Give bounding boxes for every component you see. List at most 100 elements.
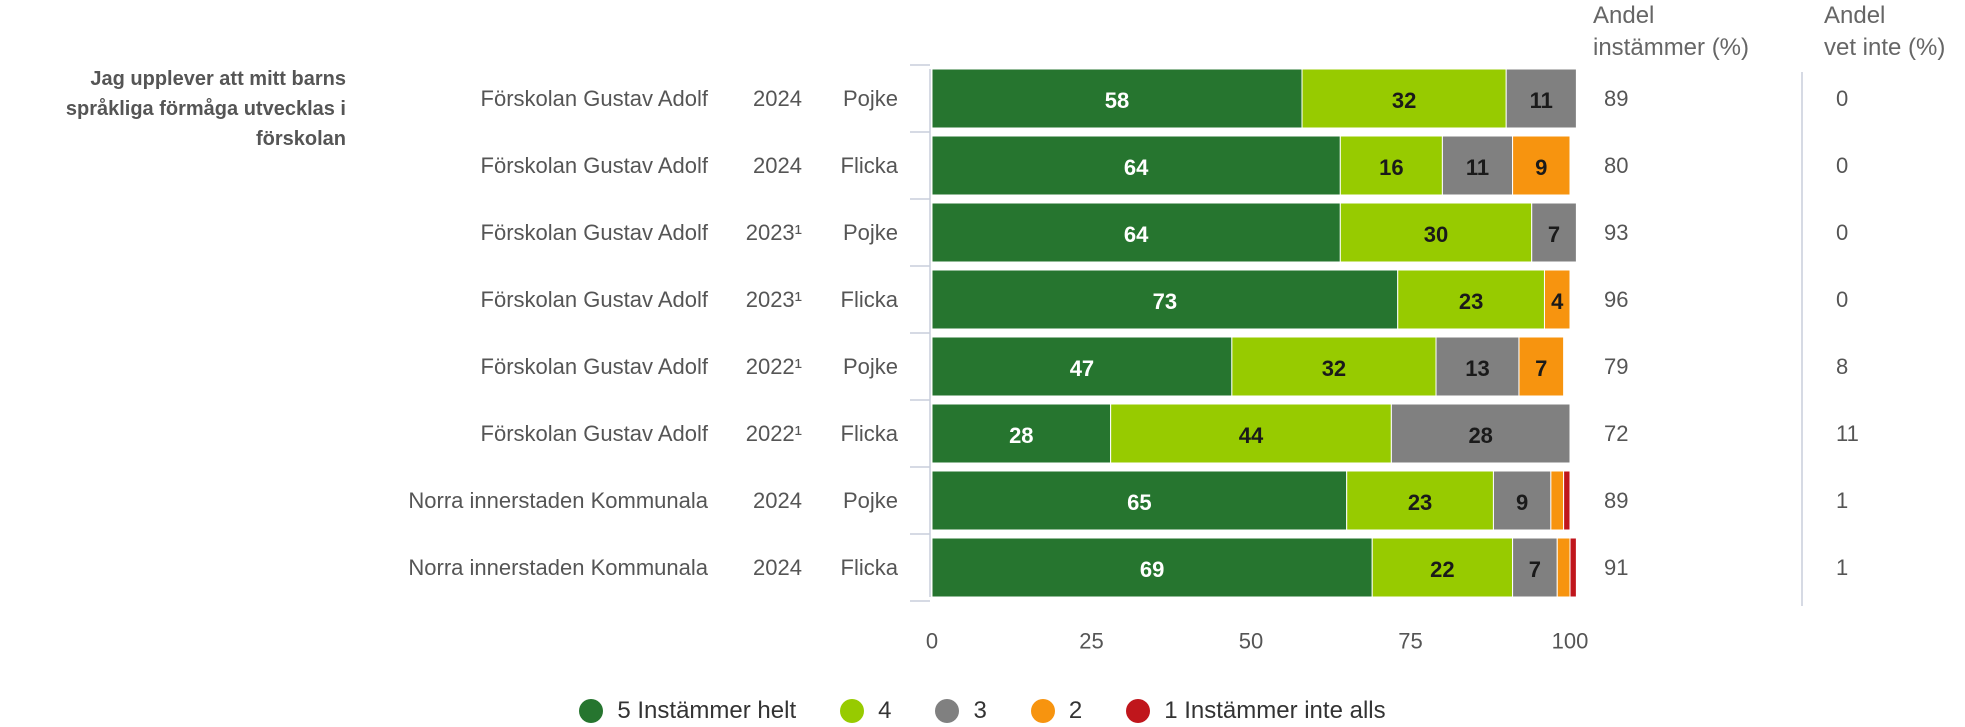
bar-data-label: 9: [1516, 490, 1528, 515]
bar-data-label: 9: [1535, 155, 1547, 180]
row-label-unit: Förskolan Gustav Adolf: [481, 220, 709, 245]
bar-segment: [1492, 470, 1552, 531]
bar-segment: [1110, 403, 1392, 464]
bar-data-label: 22: [1430, 557, 1454, 582]
row-label-year: 2024: [753, 555, 802, 580]
legend-item[interactable]: 3: [935, 697, 987, 725]
bar-data-label: 11: [1530, 88, 1553, 113]
bar-segment: [1339, 202, 1533, 263]
legend-marker: [840, 699, 865, 723]
x-tick-label: 50: [1239, 629, 1263, 654]
row-label-gender: Pojke: [843, 488, 898, 513]
bar-data-label: 7: [1529, 557, 1541, 582]
legend-marker: [1126, 699, 1151, 723]
x-tick-label: 75: [1398, 629, 1422, 654]
bar-data-label: 28: [1468, 423, 1492, 448]
bar-data-label: 23: [1459, 289, 1483, 314]
row-label-gender: Pojke: [843, 86, 898, 111]
bar-segment: [1390, 403, 1571, 464]
row-label-unit: Förskolan Gustav Adolf: [481, 287, 709, 312]
header-andel-instammer: Andel instämmer (%): [1593, 2, 1750, 61]
bar-data-label: 28: [1009, 423, 1033, 448]
row-label-unit: Förskolan Gustav Adolf: [481, 354, 709, 379]
row-label-year: 2024: [753, 86, 802, 111]
legend-item[interactable]: 5 Instämmer helt: [579, 697, 796, 725]
legend-marker: [579, 699, 604, 723]
bar-data-label: 7: [1535, 356, 1547, 381]
row-label-year: 2023¹: [746, 220, 802, 245]
legend-marker: [1030, 699, 1055, 723]
bar-data-label: 64: [1124, 155, 1149, 180]
legend-marker: [935, 699, 960, 723]
row-label-year: 2024: [753, 488, 802, 513]
bar-data-label: 64: [1124, 222, 1149, 247]
bar-data-label: 32: [1322, 356, 1346, 381]
question-label: Jag upplever att mitt barns språkliga fö…: [65, 68, 346, 150]
row-label-unit: Norra innerstaden Kommunala: [408, 555, 708, 580]
andel-instammer-value: 72: [1604, 421, 1628, 446]
bar-segment: [931, 202, 1341, 263]
bar-segment: [1563, 470, 1571, 531]
row-label-year: 2024: [753, 153, 802, 178]
andel-instammer-value: 89: [1604, 488, 1628, 513]
andel-instammer-value: 79: [1604, 354, 1628, 379]
row-label-gender: Pojke: [843, 220, 898, 245]
bar-segment: [1512, 537, 1558, 598]
row-label-year: 2022¹: [746, 354, 802, 379]
bar-data-label: 47: [1070, 356, 1094, 381]
chart-canvas: Förskolan Gustav Adolf 2024 Pojke 58 32 11 89 0…: [408, 64, 1859, 654]
row-label-gender: Flicka: [841, 421, 899, 446]
andel-instammer-value: 89: [1604, 86, 1628, 111]
bar-segment: [1371, 537, 1514, 598]
row-label-gender: Flicka: [841, 555, 899, 580]
bar-data-label: 58: [1105, 88, 1129, 113]
bar-segment: [931, 470, 1348, 531]
header-andel-vet-inte: Andel vet inte (%): [1824, 2, 1946, 61]
bar-data-label: 4: [1551, 289, 1564, 314]
legend-item[interactable]: 1 Instämmer inte alls: [1126, 697, 1386, 725]
andel-vet-inte-value: 1: [1836, 488, 1848, 513]
row-label-unit: Förskolan Gustav Adolf: [481, 86, 709, 111]
bar-segment: [931, 336, 1233, 397]
legend: 5 Instämmer helt 4 3 2 1 Instämmer inte alls: [0, 696, 1965, 726]
row-label-year: 2022¹: [746, 421, 802, 446]
bar-segment: [1531, 202, 1577, 263]
andel-instammer-value: 91: [1604, 555, 1628, 580]
andel-vet-inte-value: 0: [1836, 86, 1848, 111]
bar-data-label: 11: [1466, 155, 1489, 180]
bar-segment: [1397, 269, 1545, 330]
x-tick-label: 100: [1552, 629, 1589, 654]
legend-label: 1 Instämmer inte alls: [1164, 697, 1386, 724]
andel-instammer-value: 93: [1604, 220, 1628, 245]
andel-vet-inte-value: 1: [1836, 555, 1848, 580]
bar-segment: [1518, 336, 1565, 397]
row-label-gender: Flicka: [841, 153, 899, 178]
andel-vet-inte-value: 0: [1836, 153, 1848, 178]
legend-label: 4: [878, 697, 892, 724]
bar-segment: [1505, 68, 1577, 129]
bar-data-label: 7: [1548, 222, 1560, 247]
x-tick-label: 25: [1079, 629, 1103, 654]
bar-segment: [1543, 269, 1571, 330]
row-label-unit: Förskolan Gustav Adolf: [481, 421, 709, 446]
row-label-unit: Förskolan Gustav Adolf: [481, 153, 709, 178]
bar-data-label: 23: [1408, 490, 1432, 515]
andel-vet-inte-value: 0: [1836, 287, 1848, 312]
row-label-year: 2023¹: [746, 287, 802, 312]
andel-instammer-value: 80: [1604, 153, 1628, 178]
bar-segment: [1512, 135, 1571, 196]
andel-vet-inte-value: 0: [1836, 220, 1848, 245]
bar-data-label: 32: [1392, 88, 1416, 113]
legend-label: 2: [1068, 697, 1083, 724]
legend-item[interactable]: 4: [840, 697, 891, 725]
bar-segment: [1435, 336, 1520, 397]
bar-segment: [1346, 470, 1494, 531]
legend-label: 3: [973, 697, 987, 724]
bar-segment: [1339, 135, 1443, 196]
bar-data-label: 30: [1424, 222, 1448, 247]
andel-vet-inte-value: 8: [1836, 354, 1848, 379]
andel-instammer-value: 96: [1604, 287, 1628, 312]
bar-segment: [1550, 470, 1565, 531]
x-tick-label: 0: [926, 629, 938, 654]
legend-item[interactable]: 2: [1030, 697, 1083, 725]
